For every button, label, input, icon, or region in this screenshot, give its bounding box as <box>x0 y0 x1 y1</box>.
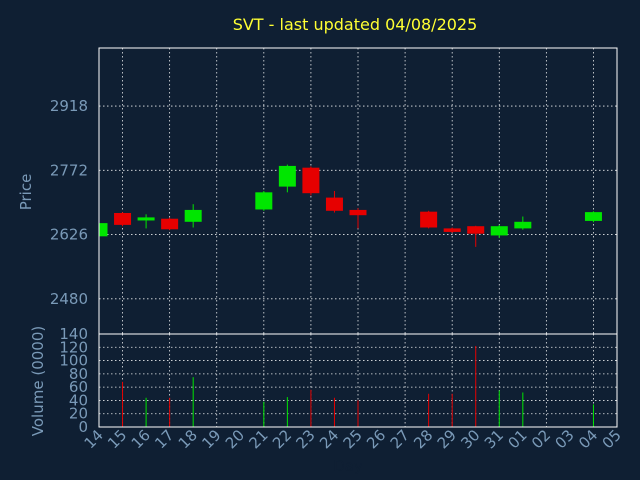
x-tick-label: 24 <box>316 426 342 452</box>
candle-body <box>302 167 320 194</box>
candle <box>161 217 179 231</box>
candle-body <box>490 226 508 236</box>
price-tick-label: 2772 <box>50 161 88 179</box>
candle-body <box>255 192 273 210</box>
candle <box>137 214 155 229</box>
x-tick-label: 25 <box>340 426 366 452</box>
volume-axis-label: Volume (0000) <box>29 326 47 436</box>
volume-bars <box>122 345 594 427</box>
candle <box>325 191 343 213</box>
candle-body <box>584 212 602 221</box>
price-tick-labels: 2918 2772 2626 2480 <box>50 97 88 308</box>
candle <box>184 204 202 228</box>
x-tick-label: 17 <box>151 426 177 452</box>
candle <box>467 225 485 247</box>
price-plot-frame <box>98 47 618 335</box>
candle <box>514 216 532 230</box>
volume-tick-label: 20 <box>69 405 88 423</box>
x-tick-label: 04 <box>575 426 601 452</box>
x-tick-label: 20 <box>222 426 248 452</box>
candle-body <box>99 223 108 237</box>
x-tick-label: 16 <box>128 426 154 452</box>
candle-body <box>137 217 155 221</box>
x-tick-label: 29 <box>434 426 460 452</box>
candle-body <box>114 213 132 225</box>
price-gridlines <box>99 48 617 334</box>
candle <box>98 221 108 238</box>
x-tick-label: 03 <box>552 426 578 452</box>
candle-body <box>420 211 438 228</box>
volume-tick-label: 40 <box>69 391 88 409</box>
candle-body <box>184 209 202 222</box>
volume-tick-label: 140 <box>59 325 88 343</box>
x-tick-labels: 1415161718192021222324252627282930310102… <box>81 426 625 452</box>
candle-body <box>467 226 485 234</box>
candle <box>443 227 461 233</box>
volume-plot-frame <box>98 333 618 428</box>
candle <box>114 212 132 227</box>
candles <box>98 164 602 247</box>
chart-title: SVT - last updated 04/08/2025 <box>233 15 478 34</box>
x-tick-label: 18 <box>175 426 201 452</box>
volume-tick-label: 100 <box>59 352 88 370</box>
x-axis-label: Day <box>333 457 363 475</box>
price-tick-label: 2626 <box>50 226 88 244</box>
x-tick-label: 26 <box>363 426 389 452</box>
candle <box>255 191 273 211</box>
volume-tick-label: 60 <box>69 378 88 396</box>
x-tick-label: 21 <box>245 426 271 452</box>
candle-body <box>278 165 296 187</box>
candle <box>490 224 508 239</box>
candle <box>584 211 602 223</box>
candle <box>420 210 438 229</box>
candle-body <box>161 218 179 230</box>
volume-tick-label: 120 <box>59 338 88 356</box>
x-tick-label: 22 <box>269 426 295 452</box>
volume-tick-label: 0 <box>78 418 88 436</box>
x-tick-label: 31 <box>481 426 507 452</box>
x-tick-label: 02 <box>528 426 554 452</box>
candle-body <box>325 197 343 211</box>
x-tick-label: 15 <box>104 426 130 452</box>
candle <box>349 208 367 229</box>
x-tick-label: 19 <box>198 426 224 452</box>
x-tick-label: 23 <box>293 426 319 452</box>
candle <box>278 164 296 193</box>
x-tick-label: 01 <box>504 426 530 452</box>
price-axis-label: Price <box>17 174 35 211</box>
x-tick-label: 28 <box>410 426 436 452</box>
candle-body <box>349 209 367 216</box>
volume-tick-label: 80 <box>69 365 88 383</box>
x-tick-label: 05 <box>599 426 625 452</box>
x-tick-label: 27 <box>387 426 413 452</box>
candle-body <box>443 228 461 232</box>
price-tick-label: 2918 <box>50 97 88 115</box>
candle-body <box>514 221 532 229</box>
candle <box>302 166 320 196</box>
price-tick-label: 2480 <box>50 290 88 308</box>
x-tick-label: 30 <box>457 426 483 452</box>
